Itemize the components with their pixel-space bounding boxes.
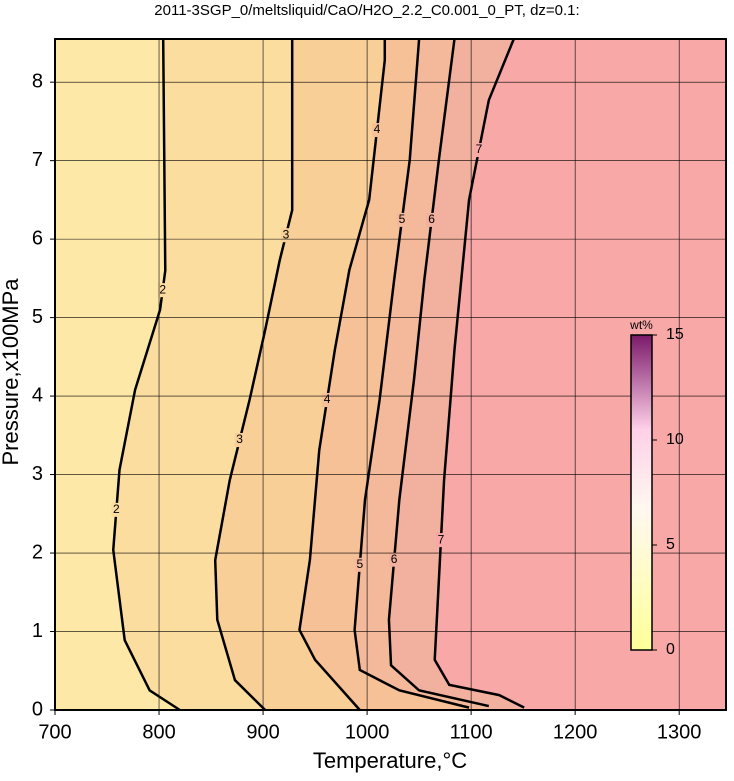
y-tick-label: 7 [32,149,43,171]
contour-label-bg [426,212,437,227]
contour-label: 3 [236,432,243,446]
contour-label-bg [322,393,333,408]
contour-label: 4 [324,392,331,406]
y-tick-label: 1 [32,620,43,642]
y-tick-label: 8 [32,70,43,92]
x-tick-label: 1300 [657,721,702,743]
contour-label: 5 [399,212,406,226]
contour-label: 6 [391,552,398,566]
contour-label-bg [389,552,400,567]
contour-line [387,38,490,708]
y-tick-label: 6 [32,227,43,249]
contour-label: 3 [283,227,290,241]
contour-label: 2 [159,282,166,296]
chart-title: 2011-3SGP_0/meltsliquid/CaO/H2O_2.2_C0.0… [154,2,579,19]
contour-label-bg [473,143,484,158]
x-tick-label: 1200 [553,721,598,743]
contour-label-bg [354,557,365,572]
y-tick-label: 0 [32,698,43,720]
contour-label-bg [435,533,446,548]
y-tick-label: 5 [32,306,43,328]
colorbar-label: wt% [629,318,653,332]
contour-label: 6 [428,212,435,226]
x-tick-label: 1100 [450,721,493,743]
x-tick-label: 700 [38,721,71,743]
y-tick-label: 4 [32,384,43,406]
contour-label-bg [111,502,122,517]
contour-label: 2 [113,502,120,516]
x-tick-label: 800 [142,721,175,743]
contour-label-bg [396,212,407,227]
colorbar-tick-label: 15 [666,326,684,343]
contour-label-bg [234,433,245,448]
colorbar-tick-label: 10 [666,431,684,448]
colorbar-tick-label: 5 [666,536,675,553]
y-axis-label: Pressure,x100MPa [0,278,23,466]
x-tick-label: 900 [246,721,279,743]
x-tick-label: 1000 [345,721,390,743]
contour-label-bg [157,283,168,298]
contour-label-bg [371,123,382,138]
contour-label-bg [280,228,291,243]
y-tick-label: 3 [32,463,43,485]
y-tick-label: 2 [32,541,43,563]
contour-label: 7 [438,532,445,546]
contour-label: 4 [374,122,381,136]
x-axis-label: Temperature,°C [313,748,467,773]
contour-label: 5 [356,557,363,571]
contour-line [353,38,470,709]
colorbar [630,334,653,651]
contour-region [434,39,726,710]
contour-label: 7 [476,142,483,156]
colorbar-tick-label: 0 [666,641,675,658]
plot-frame [54,38,727,711]
